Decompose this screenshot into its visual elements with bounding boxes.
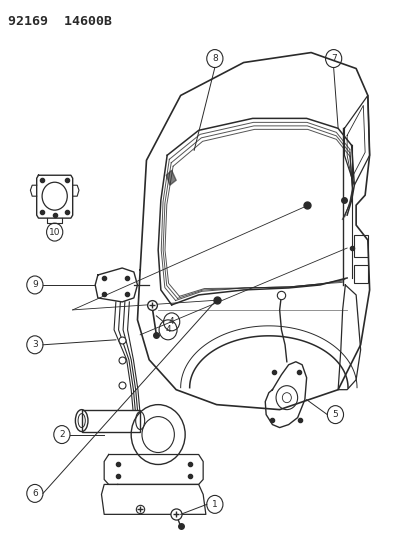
Text: 4: 4 (165, 325, 171, 334)
Bar (81, 410, 140, 432)
Text: 9: 9 (32, 280, 38, 289)
Text: 7: 7 (330, 54, 336, 63)
Text: 4: 4 (169, 317, 174, 326)
Text: 5: 5 (332, 410, 337, 419)
Text: 92169  14600B: 92169 14600B (8, 15, 112, 28)
Text: 1: 1 (211, 500, 217, 509)
Text: 6: 6 (32, 489, 38, 498)
Text: 2: 2 (59, 430, 64, 439)
Bar (354, 235, 367, 257)
Text: 10: 10 (49, 228, 60, 237)
Polygon shape (166, 170, 176, 185)
Bar (354, 265, 367, 283)
Text: 3: 3 (32, 340, 38, 349)
Text: 8: 8 (211, 54, 217, 63)
